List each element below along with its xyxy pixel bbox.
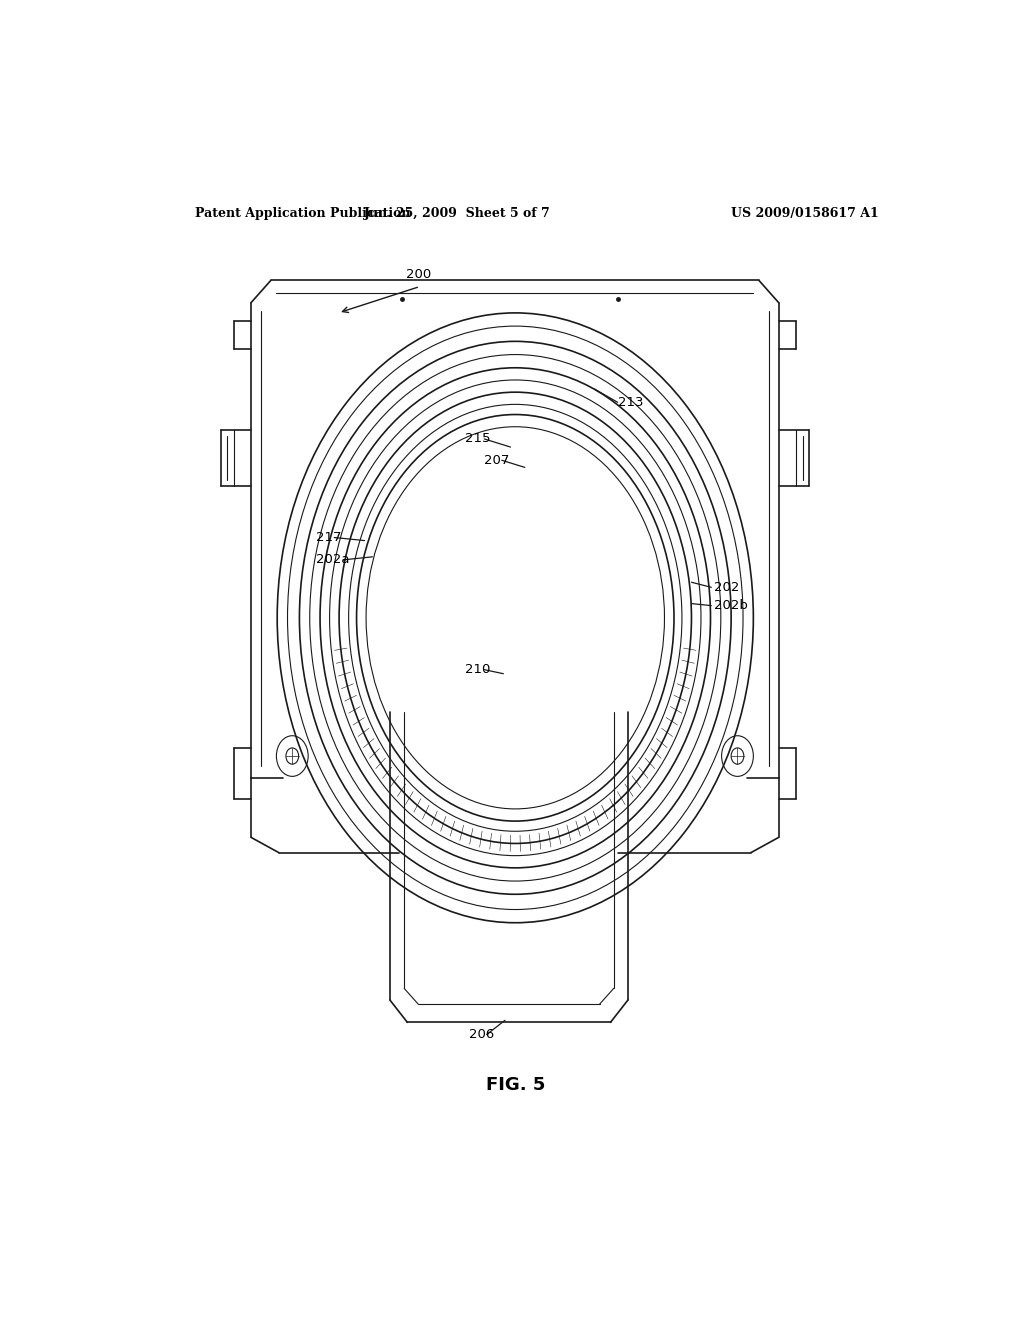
Text: 206: 206 bbox=[469, 1028, 495, 1041]
Text: 210: 210 bbox=[465, 663, 490, 676]
Text: FIG. 5: FIG. 5 bbox=[485, 1076, 545, 1094]
Text: 207: 207 bbox=[484, 454, 510, 467]
Text: 213: 213 bbox=[618, 396, 644, 409]
Text: 202a: 202a bbox=[316, 553, 349, 566]
Text: 217: 217 bbox=[316, 531, 342, 544]
Text: US 2009/0158617 A1: US 2009/0158617 A1 bbox=[731, 207, 879, 220]
Text: 215: 215 bbox=[465, 433, 490, 445]
Text: 202: 202 bbox=[714, 581, 739, 594]
Text: Patent Application Publication: Patent Application Publication bbox=[196, 207, 411, 220]
Text: Jun. 25, 2009  Sheet 5 of 7: Jun. 25, 2009 Sheet 5 of 7 bbox=[364, 207, 551, 220]
Text: 202b: 202b bbox=[714, 599, 748, 612]
Text: 200: 200 bbox=[406, 268, 431, 281]
